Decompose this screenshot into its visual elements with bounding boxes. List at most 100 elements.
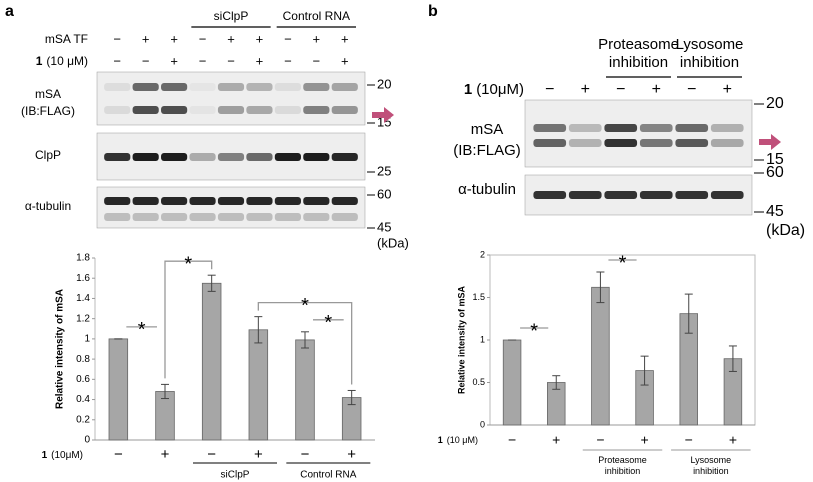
band [161, 153, 188, 161]
blot-label: ClpP [35, 148, 61, 162]
lane-sign: − [284, 31, 292, 46]
error-bar [161, 383, 169, 400]
marker-label: (kDa) [377, 235, 409, 250]
row-label: 1 (10μM) [464, 81, 524, 98]
band [331, 83, 358, 91]
y-tick-label: 1 [84, 334, 90, 345]
lane-sign: + [170, 53, 178, 68]
lane-sign: + [723, 81, 732, 98]
band [604, 124, 638, 132]
y-tick-label: 0.6 [76, 374, 90, 385]
error-bar [596, 271, 605, 304]
band [274, 213, 301, 221]
band [274, 153, 301, 161]
error-bar [347, 389, 356, 406]
arrow [759, 134, 781, 150]
lane-sign: − [313, 53, 321, 68]
x-tick-label: + [729, 432, 737, 448]
lane-sign: + [227, 31, 235, 46]
label-part: (10 μM) [447, 435, 478, 445]
y-tick-label: 0 [84, 435, 90, 446]
band [104, 213, 131, 221]
x-tick-label: − [301, 446, 310, 463]
bar [248, 329, 269, 441]
lane-sign: + [652, 81, 661, 98]
row-label: 1 (10 μM) [36, 54, 88, 68]
lane-sign: − [284, 53, 292, 68]
band [533, 139, 567, 147]
band [217, 213, 245, 221]
lane-sign: − [113, 53, 121, 68]
sig-bracket [164, 260, 213, 379]
lane-sign: − [545, 81, 554, 98]
x-tick-label: + [347, 446, 356, 463]
label-part: 1 [36, 54, 43, 68]
band [104, 83, 131, 91]
lane-sign: + [313, 31, 321, 46]
band [161, 197, 188, 205]
band [568, 191, 602, 199]
marker-label: 60 [377, 186, 391, 201]
band [246, 213, 273, 221]
group-label: Lysosome inhibition [690, 455, 731, 476]
band [104, 197, 131, 205]
y-tick-label: 1.6 [76, 273, 90, 284]
error-bar [207, 274, 216, 292]
band [639, 124, 673, 132]
lane-sign: − [142, 53, 150, 68]
row-label: 1 (10 μM) [438, 435, 478, 445]
group-label: Proteasome inhibition [598, 36, 679, 71]
band [132, 197, 159, 205]
x-tick-label: − [114, 446, 123, 463]
band [189, 213, 216, 221]
band [189, 153, 216, 161]
panel-letter: b [428, 3, 438, 20]
y-tick-label: 0.5 [472, 377, 485, 387]
sig-mark: * [619, 252, 627, 274]
marker-label: 20 [377, 76, 391, 91]
band [132, 83, 159, 91]
band [639, 191, 673, 199]
band [675, 139, 709, 147]
bar [201, 282, 222, 441]
label-part: (10μM) [476, 81, 524, 98]
x-tick-label: − [508, 432, 516, 448]
band [533, 191, 567, 199]
marker-label: 45 [766, 203, 784, 220]
marker-label: (kDa) [766, 222, 805, 239]
error-bar [728, 345, 737, 372]
band [217, 83, 245, 91]
band [132, 213, 159, 221]
band [161, 213, 188, 221]
marker-label: 45 [377, 219, 391, 234]
y-axis-label: Relative intensity of mSA [55, 289, 66, 409]
group-label: Proteasome inhibition [598, 455, 647, 476]
y-tick-label: 0.4 [76, 394, 90, 405]
y-axis-label: Relative intensity of mSA [456, 285, 466, 394]
marker-label: 20 [766, 95, 784, 112]
bar [502, 339, 522, 426]
band [568, 139, 602, 147]
band [303, 153, 330, 161]
sig-mark: * [301, 295, 309, 317]
band [246, 197, 273, 205]
marker-label: 25 [377, 163, 391, 178]
band [710, 124, 744, 132]
lane-sign: − [227, 53, 235, 68]
error-bar [254, 316, 263, 344]
band [710, 191, 744, 199]
blot-label: (IB:FLAG) [21, 104, 75, 118]
lane-sign: + [256, 53, 264, 68]
band [331, 106, 358, 114]
band [246, 83, 273, 91]
y-tick-label: 1.2 [76, 313, 90, 324]
x-tick-label: − [685, 432, 693, 448]
band [104, 153, 131, 161]
band [274, 106, 301, 114]
lane-sign: − [687, 81, 696, 98]
label-part: (10 μM) [46, 54, 88, 68]
y-tick-label: 1.4 [76, 293, 90, 304]
sig-mark: * [138, 319, 146, 341]
band [132, 153, 159, 161]
